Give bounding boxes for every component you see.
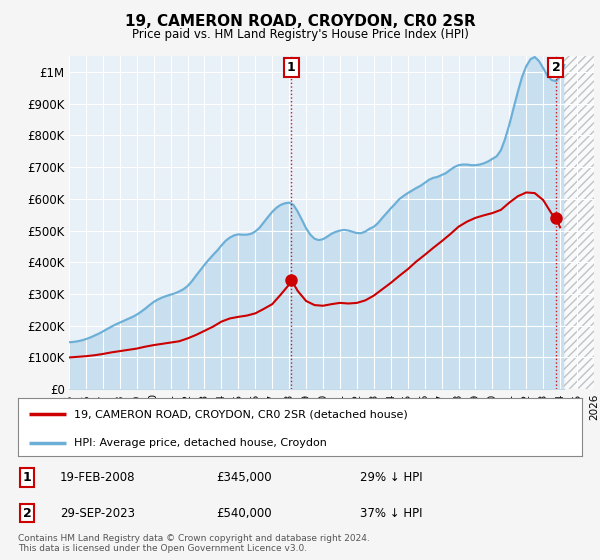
Text: 29-SEP-2023: 29-SEP-2023 [60,507,135,520]
Text: 19-FEB-2008: 19-FEB-2008 [60,471,136,484]
Text: 37% ↓ HPI: 37% ↓ HPI [360,507,422,520]
Text: 29% ↓ HPI: 29% ↓ HPI [360,471,422,484]
Text: 2: 2 [551,61,560,74]
Text: £345,000: £345,000 [216,471,272,484]
Text: 1: 1 [287,61,296,74]
Text: 2: 2 [23,507,31,520]
Text: £540,000: £540,000 [216,507,272,520]
Text: HPI: Average price, detached house, Croydon: HPI: Average price, detached house, Croy… [74,438,327,449]
Text: 19, CAMERON ROAD, CROYDON, CR0 2SR (detached house): 19, CAMERON ROAD, CROYDON, CR0 2SR (deta… [74,409,408,419]
Text: 19, CAMERON ROAD, CROYDON, CR0 2SR: 19, CAMERON ROAD, CROYDON, CR0 2SR [125,14,475,29]
Text: Contains HM Land Registry data © Crown copyright and database right 2024.
This d: Contains HM Land Registry data © Crown c… [18,534,370,553]
Text: 1: 1 [23,471,31,484]
Text: Price paid vs. HM Land Registry's House Price Index (HPI): Price paid vs. HM Land Registry's House … [131,28,469,41]
